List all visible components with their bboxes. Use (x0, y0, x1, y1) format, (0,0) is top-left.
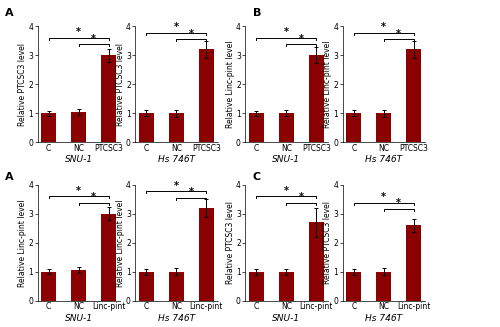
Text: *: * (299, 193, 304, 202)
Bar (139, 113, 154, 142)
Bar (309, 222, 324, 301)
Bar (406, 225, 422, 301)
Bar (376, 113, 391, 142)
Text: *: * (299, 34, 304, 44)
Bar (199, 49, 214, 142)
X-axis label: SNU-1: SNU-1 (64, 155, 93, 164)
Bar (72, 270, 86, 301)
Bar (72, 112, 86, 142)
Bar (199, 208, 214, 301)
Bar (249, 272, 264, 301)
Text: A: A (5, 8, 14, 18)
X-axis label: SNU-1: SNU-1 (272, 314, 300, 323)
Text: *: * (396, 29, 401, 39)
Y-axis label: Relative Linc-pint level: Relative Linc-pint level (18, 199, 27, 286)
Y-axis label: Relative PTCSC3 level: Relative PTCSC3 level (323, 201, 332, 284)
Y-axis label: Relative PTCSC3 level: Relative PTCSC3 level (116, 43, 124, 126)
Bar (346, 113, 361, 142)
Bar (279, 272, 294, 301)
X-axis label: SNU-1: SNU-1 (272, 155, 300, 164)
Bar (169, 272, 184, 301)
Bar (41, 113, 56, 142)
Bar (309, 55, 324, 142)
Text: B: B (252, 8, 261, 18)
Y-axis label: Relative Linc-pint level: Relative Linc-pint level (116, 199, 124, 286)
Text: *: * (76, 186, 81, 196)
Bar (249, 113, 264, 142)
Text: *: * (396, 198, 401, 208)
Bar (376, 272, 391, 301)
Text: *: * (382, 22, 386, 32)
X-axis label: Hs 746T: Hs 746T (365, 314, 403, 323)
Bar (346, 272, 361, 301)
Text: C: C (252, 172, 260, 182)
Text: *: * (174, 181, 179, 191)
Text: *: * (174, 22, 179, 32)
X-axis label: Hs 746T: Hs 746T (365, 155, 403, 164)
Y-axis label: Relative Linc-pint level: Relative Linc-pint level (323, 41, 332, 128)
Bar (169, 113, 184, 142)
Text: *: * (382, 193, 386, 202)
Bar (41, 272, 56, 301)
Text: *: * (76, 27, 81, 38)
Text: *: * (284, 27, 289, 38)
X-axis label: Hs 746T: Hs 746T (158, 155, 195, 164)
Bar (279, 113, 294, 142)
Bar (101, 214, 116, 301)
X-axis label: SNU-1: SNU-1 (64, 314, 93, 323)
Text: *: * (284, 186, 289, 196)
Y-axis label: Relative PTCSC3 level: Relative PTCSC3 level (226, 201, 234, 284)
Y-axis label: Relative Linc-pint level: Relative Linc-pint level (226, 41, 234, 128)
Text: *: * (91, 193, 96, 202)
Bar (406, 49, 422, 142)
Bar (139, 272, 154, 301)
X-axis label: Hs 746T: Hs 746T (158, 314, 195, 323)
Text: *: * (189, 187, 194, 197)
Text: A: A (5, 172, 14, 182)
Y-axis label: Relative PTCSC3 level: Relative PTCSC3 level (18, 43, 27, 126)
Text: *: * (189, 29, 194, 39)
Bar (101, 55, 116, 142)
Text: *: * (91, 34, 96, 44)
